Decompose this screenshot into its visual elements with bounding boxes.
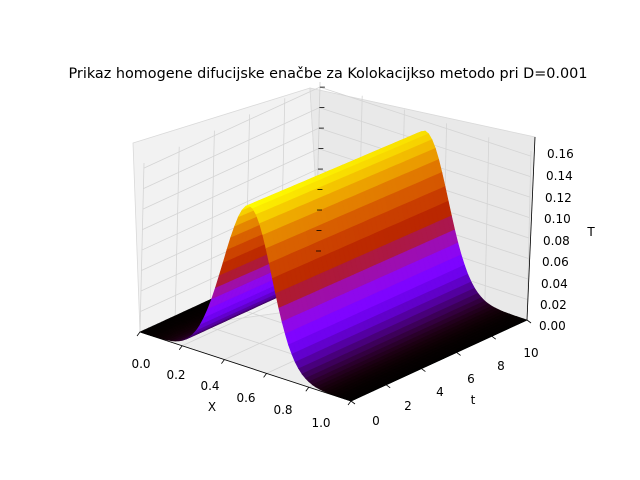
z-tick-label-4: 0.08 xyxy=(543,234,570,248)
left-grid-z xyxy=(142,127,320,210)
x-tick-mark xyxy=(178,345,183,351)
z-axis-line xyxy=(526,136,536,321)
x-axis-label: X xyxy=(208,400,216,414)
z-tick-label-3: 0.06 xyxy=(542,255,569,269)
z-tick-label-6: 0.12 xyxy=(545,191,572,205)
z-tick-label-2: 0.04 xyxy=(541,277,568,291)
z-tick-label-8: 0.16 xyxy=(547,147,574,161)
x-tick-label-0: 0.0 xyxy=(131,357,150,371)
t-tick-mark xyxy=(491,335,497,340)
left-grid-z xyxy=(141,168,319,251)
t-tick-label-0: 0 xyxy=(372,414,380,428)
x-tick-label-5: 1.0 xyxy=(311,416,330,430)
t-tick-mark xyxy=(385,384,391,389)
z-tick-label-1: 0.02 xyxy=(540,298,567,312)
t-tick-label-1: 2 xyxy=(404,399,412,413)
temperature-surface xyxy=(139,130,528,402)
t-axis-line xyxy=(350,319,528,402)
back-grid-t xyxy=(139,162,145,333)
axis-ticks xyxy=(136,86,532,406)
z-tick-label-0: 0.00 xyxy=(539,319,566,333)
back-grid-t xyxy=(174,146,180,316)
z-tick-label-5: 0.10 xyxy=(544,212,571,226)
back-grid-x xyxy=(526,150,532,321)
t-tick-mark xyxy=(421,368,426,372)
x-axis-line xyxy=(139,331,352,402)
z-tick-label-7: 0.14 xyxy=(546,169,573,183)
x-tick-label-2: 0.4 xyxy=(200,379,219,393)
x-tick-label-4: 0.8 xyxy=(273,403,292,417)
x-tick-mark xyxy=(136,331,141,337)
right-grid-z xyxy=(319,86,532,157)
t-tick-label-3: 6 xyxy=(467,372,475,386)
x-tick-label-3: 0.6 xyxy=(236,391,255,405)
x-tick-mark xyxy=(221,359,225,364)
back-grid-t xyxy=(210,130,215,300)
x-tick-mark xyxy=(347,400,352,406)
t-tick-label-4: 8 xyxy=(497,359,505,373)
z-axis-label: T xyxy=(586,225,595,239)
x-tick-mark xyxy=(263,373,267,378)
left-grid-z xyxy=(143,86,321,169)
left-grid-z xyxy=(142,148,319,230)
t-tick-mark xyxy=(526,319,532,324)
left-grid-z xyxy=(143,107,320,189)
t-tick-mark xyxy=(350,400,356,405)
t-tick-label-5: 10 xyxy=(523,346,538,360)
t-axis-label: t xyxy=(471,393,476,407)
chart-title: Prikaz homogene difucijske enačbe za Kol… xyxy=(69,66,588,82)
x-tick-mark xyxy=(305,386,310,392)
back-grid-x xyxy=(484,137,490,307)
x-tick-label-1: 0.2 xyxy=(166,368,185,382)
t-tick-label-2: 4 xyxy=(436,385,444,399)
t-tick-mark xyxy=(456,352,461,356)
